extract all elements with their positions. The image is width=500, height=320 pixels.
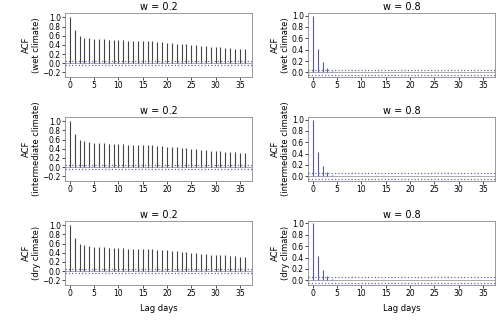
Title: w = 0.2: w = 0.2	[140, 210, 177, 220]
Y-axis label: ACF
(intermediate climate): ACF (intermediate climate)	[22, 101, 41, 196]
Y-axis label: ACF
(wet climate): ACF (wet climate)	[271, 17, 290, 73]
Y-axis label: ACF
(dry climate): ACF (dry climate)	[271, 226, 290, 280]
Title: w = 0.2: w = 0.2	[140, 2, 177, 12]
Title: w = 0.8: w = 0.8	[382, 210, 420, 220]
Y-axis label: ACF
(dry climate): ACF (dry climate)	[22, 226, 41, 280]
X-axis label: Lag days: Lag days	[382, 304, 420, 313]
Y-axis label: ACF
(intermediate climate): ACF (intermediate climate)	[271, 101, 290, 196]
Title: w = 0.8: w = 0.8	[382, 106, 420, 116]
Title: w = 0.8: w = 0.8	[382, 2, 420, 12]
X-axis label: Lag days: Lag days	[140, 304, 177, 313]
Y-axis label: ACF
(wet climate): ACF (wet climate)	[22, 17, 41, 73]
Title: w = 0.2: w = 0.2	[140, 106, 177, 116]
